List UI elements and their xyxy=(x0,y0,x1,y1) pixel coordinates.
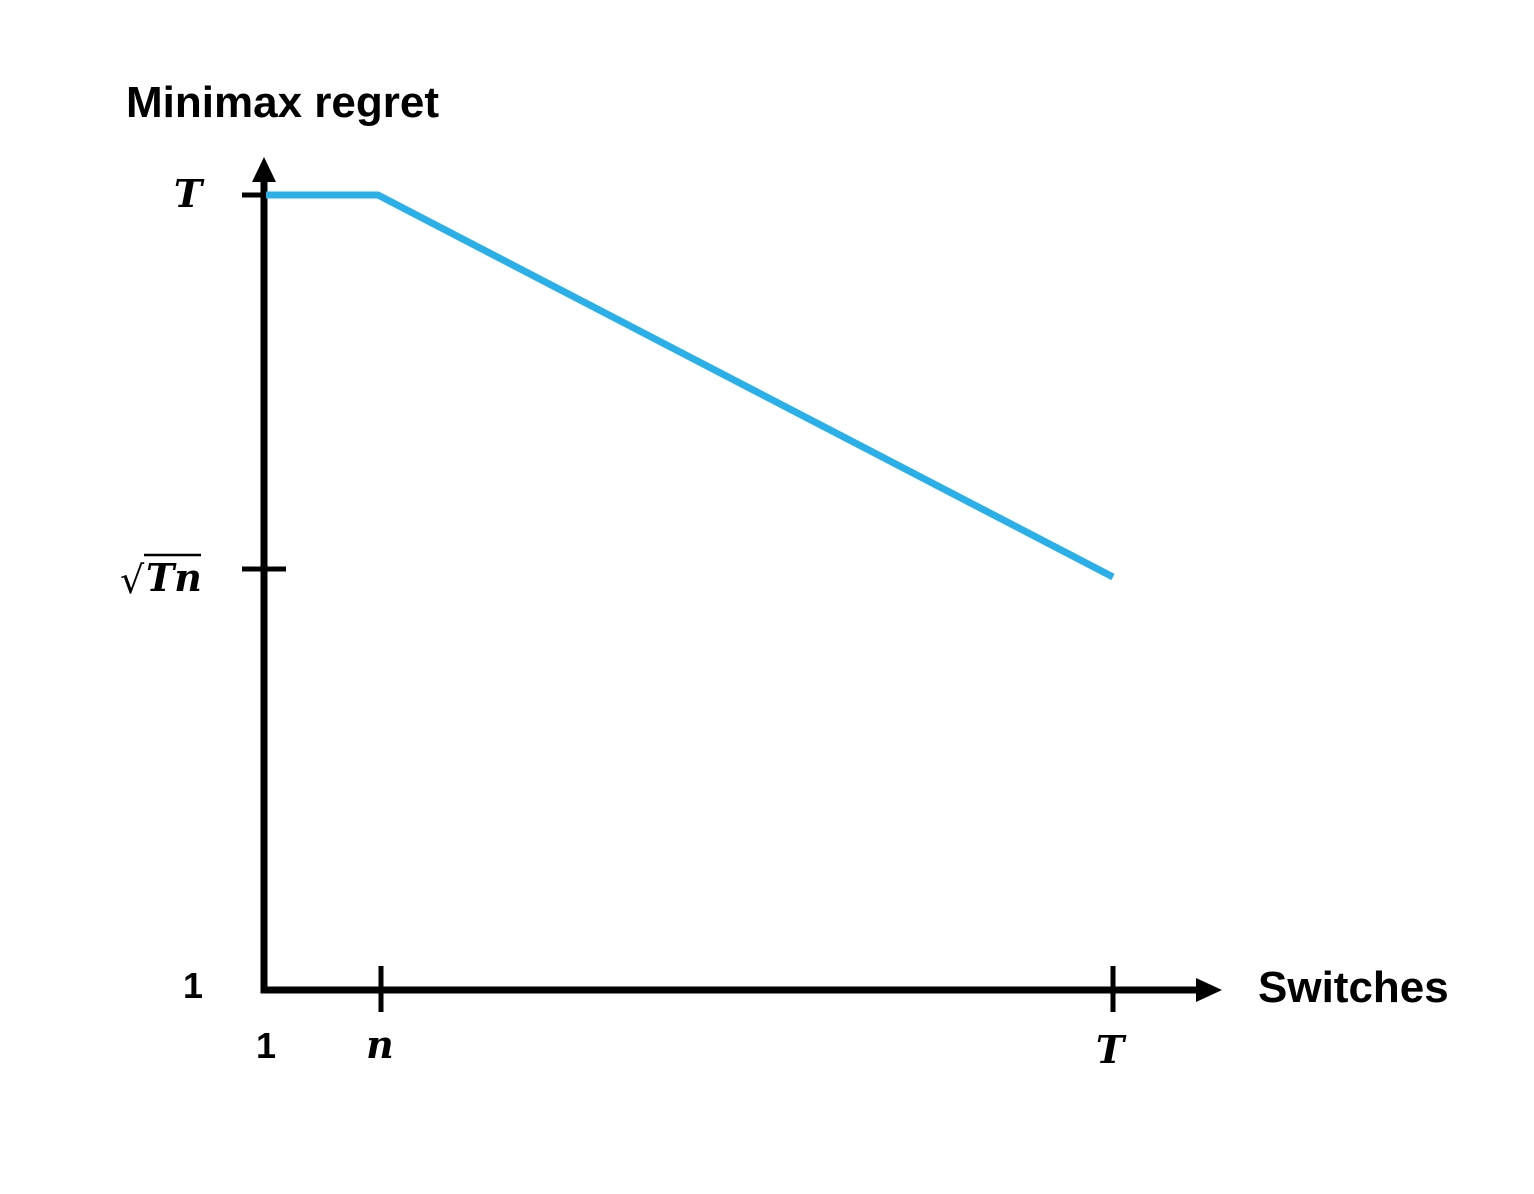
x-tick-label-n: n xyxy=(366,1022,394,1067)
y-axis-title: Minimax regret xyxy=(126,78,439,127)
x-axis-arrow-icon xyxy=(1196,978,1222,1002)
radical-sign: √ xyxy=(120,558,145,602)
radicand: Tn xyxy=(146,555,202,600)
y-tick-label-sqrtTn: √ Tn xyxy=(120,553,202,602)
regret-curve-points xyxy=(265,194,1114,578)
y-tick-label-one: 1 xyxy=(183,965,203,1006)
regret-curve-line xyxy=(266,191,1115,581)
x-axis-title: Switches xyxy=(1258,963,1449,1012)
y-tick-label-T: T xyxy=(174,171,205,216)
x-tick-label-one: 1 xyxy=(256,1025,276,1066)
y-axis-arrow-icon xyxy=(252,157,276,182)
x-tick-label-T: T xyxy=(1096,1027,1127,1072)
